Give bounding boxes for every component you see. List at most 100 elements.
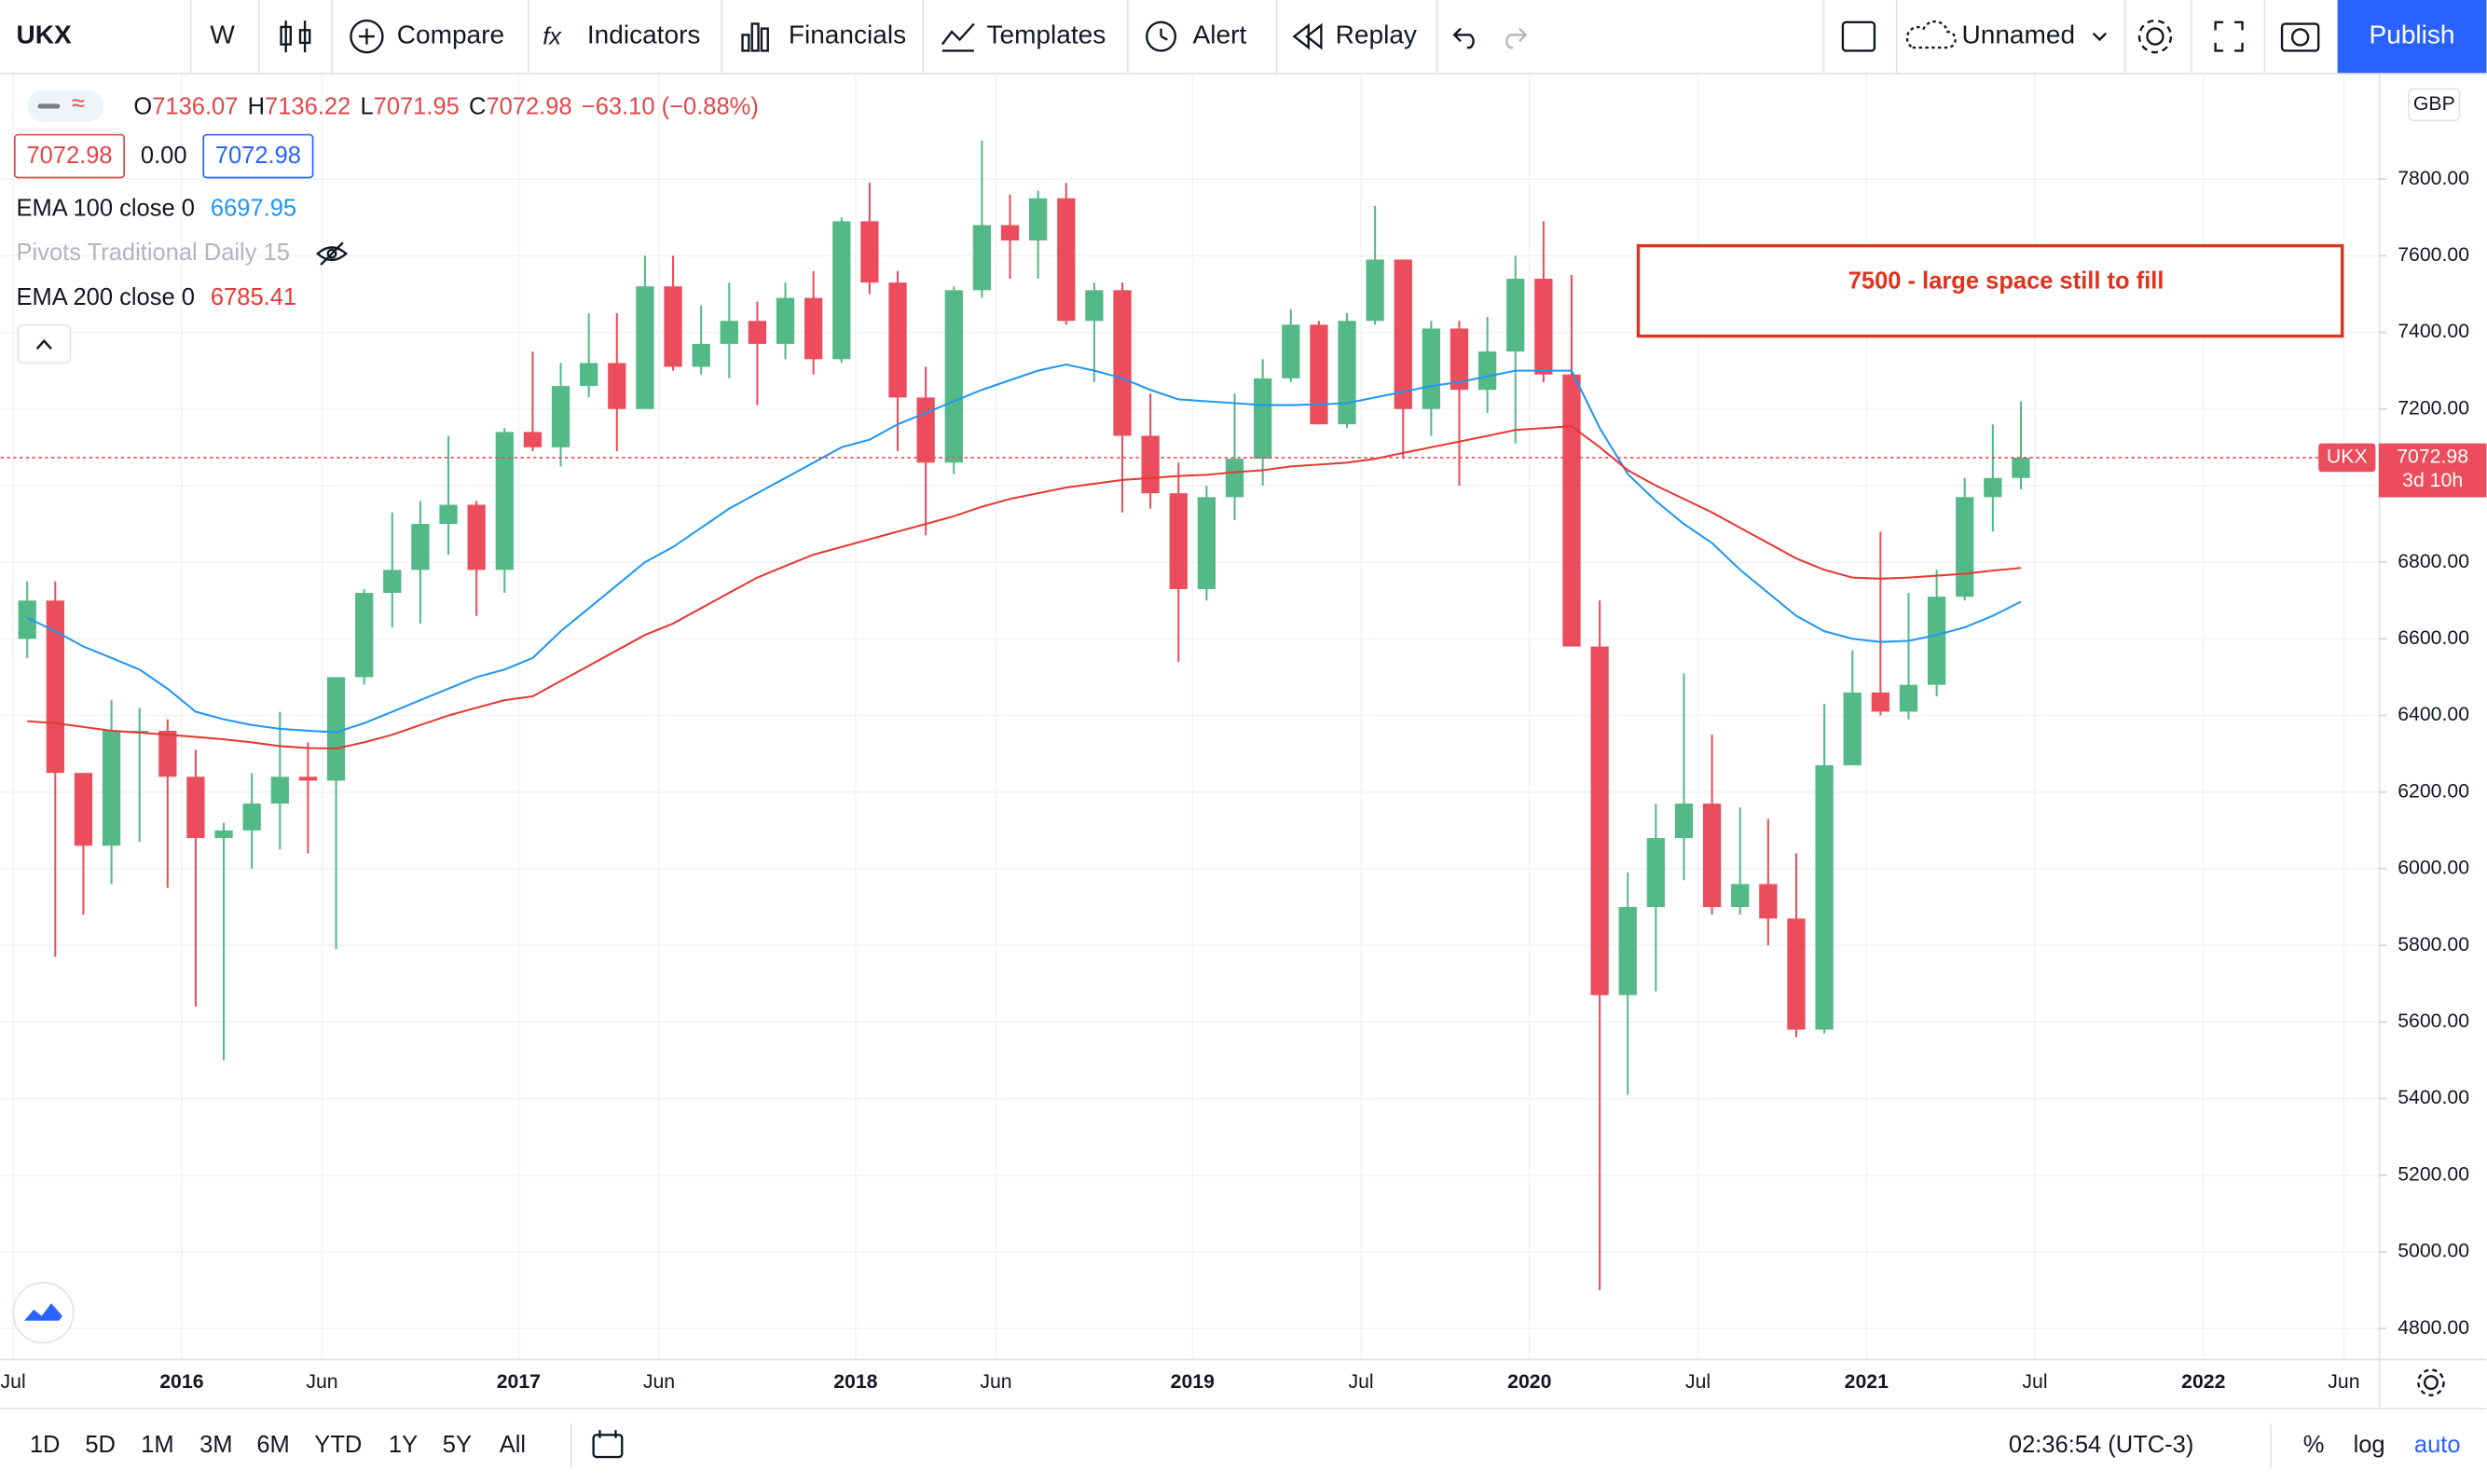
candle-body bbox=[326, 677, 346, 781]
bottom-bar: 02:36:54 (UTC-3) % log auto 1D 5D 1M 3M 6M YT… bbox=[30, 1423, 2461, 1468]
x-tick-label: Jul bbox=[1348, 1370, 1373, 1393]
candle-body bbox=[383, 570, 402, 594]
logo[interactable] bbox=[24, 1303, 62, 1321]
price-tag: 7072.98 bbox=[2397, 446, 2468, 468]
x-tick-label: Jun bbox=[980, 1370, 1011, 1393]
range-button[interactable]: 5D bbox=[85, 1432, 116, 1458]
layout-name[interactable]: Unnamed bbox=[1961, 21, 2075, 49]
candle-body bbox=[214, 830, 233, 839]
financials-icon[interactable] bbox=[741, 22, 769, 52]
symbol[interactable]: UKX bbox=[17, 21, 73, 49]
y-tick-label: 5000.00 bbox=[2398, 1240, 2469, 1262]
candle-body bbox=[411, 524, 430, 570]
range-button[interactable]: All bbox=[500, 1432, 526, 1458]
logo-bg[interactable] bbox=[12, 1282, 75, 1344]
range-button[interactable]: 6M bbox=[256, 1432, 289, 1458]
ohlc-readout: O7136.07 H7136.22 L7071.95 C7072.98 −63.10 (… bbox=[133, 93, 758, 119]
ask: 7072.98 bbox=[215, 143, 301, 169]
candle-body bbox=[916, 397, 935, 463]
indicators-icon[interactable]: fx bbox=[543, 24, 562, 50]
candle-body bbox=[46, 600, 64, 774]
axis-settings-icon[interactable] bbox=[2417, 1368, 2445, 1396]
candle-body bbox=[1394, 259, 1412, 409]
alert-button[interactable]: Alert bbox=[1193, 21, 1247, 49]
candle-body bbox=[1731, 884, 1750, 908]
ema-line bbox=[27, 425, 2022, 749]
eye-off-icon[interactable] bbox=[315, 241, 349, 266]
legend-pill[interactable] bbox=[27, 89, 104, 122]
range-button[interactable]: 5Y bbox=[443, 1432, 472, 1458]
candle-body bbox=[1029, 198, 1048, 240]
candle-body bbox=[944, 290, 963, 463]
legend: ≈ O7136.07 H7136.22 L7071.95 C7072.98 −63.10… bbox=[13, 89, 759, 364]
redo-icon[interactable] bbox=[1505, 27, 1528, 49]
candle-body bbox=[1899, 684, 1918, 712]
countdown: 3d 10h bbox=[2402, 469, 2463, 491]
candle-body bbox=[1253, 378, 1272, 460]
plot bbox=[0, 141, 2379, 1291]
interval[interactable]: W bbox=[210, 21, 235, 49]
snapshot-icon[interactable] bbox=[2280, 22, 2320, 52]
currency-box[interactable] bbox=[2408, 88, 2461, 122]
y-tick-label: 6400.00 bbox=[2398, 703, 2469, 725]
currency[interactable]: GBP bbox=[2413, 92, 2455, 115]
layout-menu[interactable] bbox=[2092, 32, 2108, 42]
compare-button[interactable]: Compare bbox=[397, 21, 504, 49]
candle-body bbox=[664, 286, 682, 367]
candle-body bbox=[1618, 907, 1637, 996]
candle-body bbox=[1169, 493, 1188, 589]
indicator-name: EMA 100 close 0 bbox=[17, 195, 195, 221]
range-button[interactable]: 1M bbox=[141, 1432, 173, 1458]
indicators-button[interactable]: Indicators bbox=[587, 21, 701, 49]
cloud-icon[interactable] bbox=[1905, 20, 1957, 49]
candle-body bbox=[1590, 646, 1609, 996]
ohlc-value: 7072.98 bbox=[486, 93, 571, 119]
fullscreen-icon[interactable] bbox=[2214, 21, 2244, 52]
replay-icon[interactable] bbox=[1292, 22, 1323, 50]
y-tick-label: 5800.00 bbox=[2398, 933, 2469, 955]
x-tick-label: 2021 bbox=[1845, 1370, 1889, 1393]
candle-body bbox=[776, 297, 795, 344]
goto-date-icon[interactable] bbox=[592, 1430, 624, 1459]
ohlc-label: H bbox=[248, 93, 265, 119]
candle-body bbox=[832, 221, 851, 360]
candle-body bbox=[860, 221, 879, 283]
publish-button-bg[interactable] bbox=[2337, 0, 2487, 74]
candle-body bbox=[1141, 435, 1160, 494]
candle-body bbox=[1422, 328, 1441, 409]
x-tick-label: Jul bbox=[2022, 1370, 2047, 1393]
indicator-value: 6785.41 bbox=[211, 283, 296, 309]
hidden-indicator[interactable]: Pivots Traditional Daily 15 bbox=[17, 240, 290, 266]
layout-icon[interactable] bbox=[1841, 21, 1876, 52]
candle-body bbox=[102, 730, 121, 846]
candle-body bbox=[1927, 597, 1946, 685]
compare-icon[interactable] bbox=[350, 19, 384, 54]
candle-body bbox=[1057, 198, 1076, 322]
templates-icon[interactable] bbox=[941, 22, 975, 52]
ohlc-value: 7071.95 bbox=[374, 93, 460, 119]
alert-icon[interactable] bbox=[1146, 21, 1177, 52]
collapse-icon[interactable] bbox=[35, 338, 52, 350]
symbol-tag-bg bbox=[2318, 443, 2376, 473]
range-button[interactable]: 3M bbox=[199, 1432, 232, 1458]
range-button[interactable]: YTD bbox=[314, 1432, 362, 1458]
candle-body bbox=[748, 321, 767, 344]
candle-body bbox=[1871, 692, 1889, 712]
templates-button[interactable]: Templates bbox=[986, 21, 1106, 49]
candle-body bbox=[467, 504, 486, 570]
collapse-button[interactable] bbox=[17, 323, 72, 364]
x-tick-label: Jul bbox=[1685, 1370, 1711, 1393]
publish-button[interactable]: Publish bbox=[2370, 21, 2455, 49]
auto-toggle[interactable]: auto bbox=[2414, 1432, 2461, 1458]
settings-icon[interactable] bbox=[2137, 19, 2173, 54]
candle-body bbox=[580, 363, 598, 387]
range-button[interactable]: 1D bbox=[30, 1432, 61, 1458]
undo-icon[interactable] bbox=[1452, 27, 1475, 49]
range-button[interactable]: 1Y bbox=[389, 1432, 418, 1458]
percent-toggle[interactable]: % bbox=[2303, 1432, 2325, 1458]
replay-button[interactable]: Replay bbox=[1336, 21, 1417, 49]
log-toggle[interactable]: log bbox=[2354, 1432, 2385, 1458]
financials-button[interactable]: Financials bbox=[789, 21, 906, 49]
chart-type-icon[interactable] bbox=[280, 21, 311, 53]
